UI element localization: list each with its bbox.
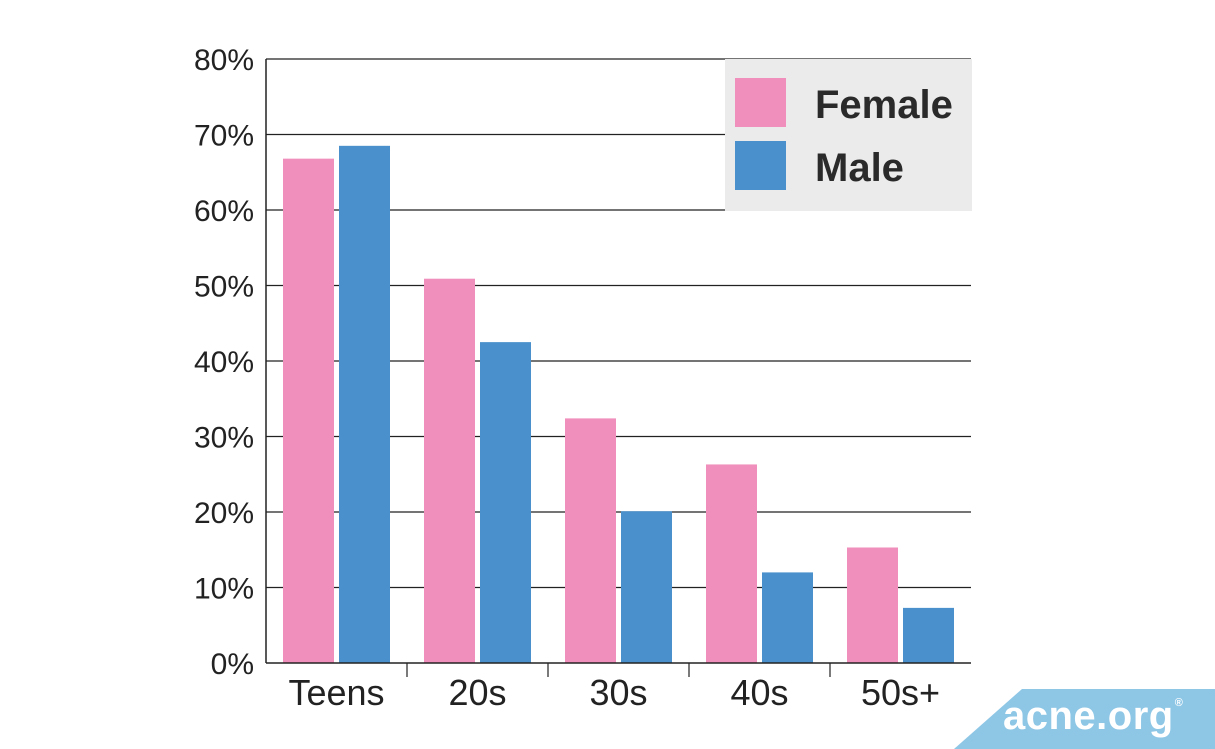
logo-background xyxy=(954,689,1215,749)
axes: 0% 10% 20% 30% 40% 50% 60% 70% 80% Teens 20s 30s 40s… xyxy=(194,44,971,713)
bar-female-teens xyxy=(283,158,334,663)
y-tick-label: 70% xyxy=(194,120,254,153)
legend-label-female: Female xyxy=(815,83,953,127)
bars xyxy=(283,145,954,663)
bar-female-40s xyxy=(706,464,757,663)
legend-swatch-male xyxy=(735,141,786,190)
y-tick-label: 60% xyxy=(194,195,254,228)
y-tick-label: 30% xyxy=(194,422,254,455)
registered-mark: ® xyxy=(1174,697,1184,709)
x-category-label: 50s+ xyxy=(861,672,940,713)
legend: Female Male xyxy=(725,59,972,211)
x-category-label: 40s xyxy=(730,672,788,713)
bar-male-20s xyxy=(480,342,531,663)
x-category-label: Teens xyxy=(288,672,384,713)
x-category-label: 30s xyxy=(589,672,647,713)
y-tick-label: 0% xyxy=(211,648,254,681)
bar-male-30s xyxy=(621,511,672,663)
y-tick-label: 80% xyxy=(194,44,254,77)
acne-org-logo: acne.org® xyxy=(1003,696,1183,736)
y-tick-label: 40% xyxy=(194,346,254,379)
x-category-label: 20s xyxy=(448,672,506,713)
logo-text: acne.org xyxy=(1003,694,1174,738)
bar-female-20s xyxy=(424,278,475,663)
y-tick-label: 20% xyxy=(194,497,254,530)
bar-male-50s xyxy=(903,607,954,663)
bar-female-30s xyxy=(565,418,616,663)
legend-label-male: Male xyxy=(815,146,904,190)
bar-male-40s xyxy=(762,572,813,663)
y-tick-label: 10% xyxy=(194,573,254,606)
bar-male-teens xyxy=(339,145,390,663)
legend-swatch-female xyxy=(735,78,786,127)
y-tick-label: 50% xyxy=(194,271,254,304)
bar-female-50s xyxy=(847,547,898,663)
